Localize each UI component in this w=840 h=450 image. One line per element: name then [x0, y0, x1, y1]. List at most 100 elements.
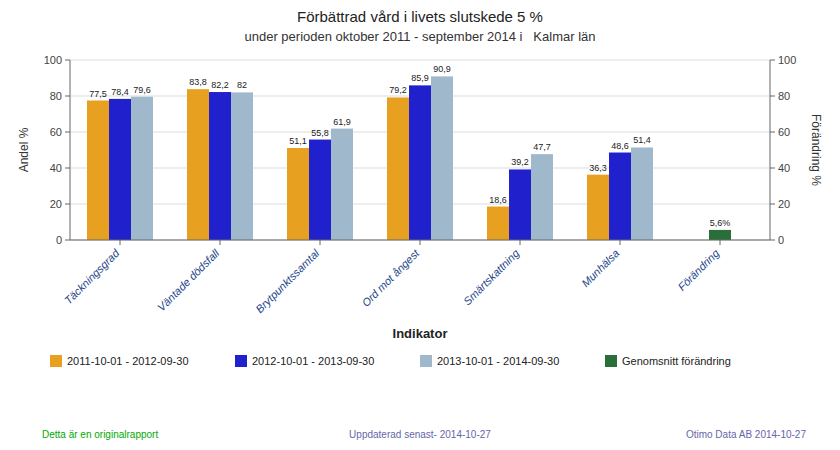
x-tick-label: Förändring	[675, 246, 722, 293]
bar	[709, 230, 731, 240]
data-label: 82,2	[211, 80, 229, 90]
y2-tick-label: 100	[778, 54, 796, 66]
bar	[631, 147, 653, 240]
x-tick	[520, 240, 521, 245]
y-tick-label: 60	[50, 126, 62, 138]
x-tick	[320, 240, 321, 245]
data-label: 39,2	[511, 157, 529, 167]
legend: 2011-10-01 - 2012-09-30 2012-10-01 - 2013…	[50, 355, 731, 367]
data-label: 51,4	[633, 135, 651, 145]
data-label: 79,2	[389, 85, 407, 95]
y-tick-label: 40	[50, 162, 62, 174]
y2-tick-label: 20	[778, 198, 790, 210]
y-tick-label: 0	[56, 234, 62, 246]
y2-tick-label: 40	[778, 162, 790, 174]
data-label: 83,8	[189, 77, 207, 87]
data-label: 78,4	[111, 87, 129, 97]
legend-label: 2013-10-01 - 2014-09-30	[437, 355, 559, 367]
legend-swatch	[605, 355, 617, 367]
legend-label: 2011-10-01 - 2012-09-30	[67, 355, 189, 367]
bar	[609, 153, 631, 240]
x-axis-label: Indikator	[393, 326, 448, 341]
y2-tick	[770, 204, 775, 205]
y2-axis	[770, 60, 771, 240]
x-tick	[720, 240, 721, 245]
y-axis	[70, 60, 71, 240]
subtitle: under perioden oktober 2011 - september …	[245, 29, 596, 44]
data-label: 77,5	[89, 89, 107, 99]
annotation: Otimo Data AB 2014-10-27	[686, 429, 807, 440]
annotation: Detta är en originalrapport	[42, 429, 158, 440]
y-tick	[65, 96, 70, 97]
data-label: 48,6	[611, 141, 629, 151]
x-tick	[120, 240, 121, 245]
bar	[109, 99, 131, 240]
y2-tick-label: 60	[778, 126, 790, 138]
data-label: 51,1	[289, 136, 307, 146]
grid-line	[70, 60, 770, 61]
bar	[131, 97, 153, 240]
y-tick	[65, 60, 70, 61]
bar	[431, 76, 453, 240]
x-tick-label: Täckningsgrad	[62, 246, 122, 306]
bar	[309, 140, 331, 240]
y-tick	[65, 132, 70, 133]
x-tick	[620, 240, 621, 245]
x-tick-label: Väntade dödsfall	[155, 247, 222, 314]
x-tick	[420, 240, 421, 245]
bar	[587, 175, 609, 240]
bars	[87, 76, 731, 240]
bar	[187, 89, 209, 240]
y2-tick	[770, 60, 775, 61]
data-label: 79,6	[133, 85, 151, 95]
data-label: 90,9	[433, 64, 451, 74]
data-label: 85,9	[411, 73, 429, 83]
legend-label: Genomsnitt förändring	[622, 355, 731, 367]
bar	[209, 92, 231, 240]
y2-tick	[770, 240, 775, 241]
bar	[331, 129, 353, 240]
y-tick	[65, 204, 70, 205]
legend-swatch	[235, 355, 247, 367]
data-label: 61,9	[333, 117, 351, 127]
y2-axis-label: Förändring %	[809, 114, 823, 186]
y-tick-label: 80	[50, 90, 62, 102]
data-labels: 77,5 78,4 79,6 83,8 82,2 82 51,1 55,8 61,9 79,2 85…	[89, 64, 730, 228]
y-tick	[65, 168, 70, 169]
y-tick-label: 100	[44, 54, 62, 66]
x-tick-label: Brytpunktssamtal	[253, 247, 322, 316]
legend-swatch	[50, 355, 62, 367]
legend-swatch	[420, 355, 432, 367]
data-label: 47,7	[533, 142, 551, 152]
bar	[387, 97, 409, 240]
chart: Förbättrad vård i livets slutskede 5 % un…	[0, 0, 840, 450]
data-label: 55,8	[311, 128, 329, 138]
legend-label: 2012-10-01 - 2013-09-30	[252, 355, 374, 367]
y-axis-label: Andel %	[17, 127, 31, 172]
y2-tick-label: 0	[778, 234, 784, 246]
y2-tick	[770, 96, 775, 97]
y-tick-label: 20	[50, 198, 62, 210]
x-tick	[220, 240, 221, 245]
data-label: 36,3	[589, 163, 607, 173]
data-label: 5,6%	[710, 218, 731, 228]
x-tick-label: Smärtskattning	[461, 246, 522, 307]
data-label: 82	[237, 80, 247, 90]
annotation: Uppdaterad senast- 2014-10-27	[349, 429, 491, 440]
y2-tick-label: 80	[778, 90, 790, 102]
bar	[231, 92, 253, 240]
x-tick-label: Munhälsa	[579, 247, 621, 289]
y-tick	[65, 240, 70, 241]
y2-tick	[770, 132, 775, 133]
data-label: 18,6	[489, 195, 507, 205]
bar	[509, 169, 531, 240]
y2-tick	[770, 168, 775, 169]
bar	[487, 207, 509, 240]
bar	[287, 148, 309, 240]
x-tick-label: Ord mot ångest	[359, 246, 422, 309]
bar	[531, 154, 553, 240]
grid	[70, 60, 770, 240]
title: Förbättrad vård i livets slutskede 5 %	[297, 8, 543, 25]
bar	[409, 85, 431, 240]
bar	[87, 101, 109, 241]
